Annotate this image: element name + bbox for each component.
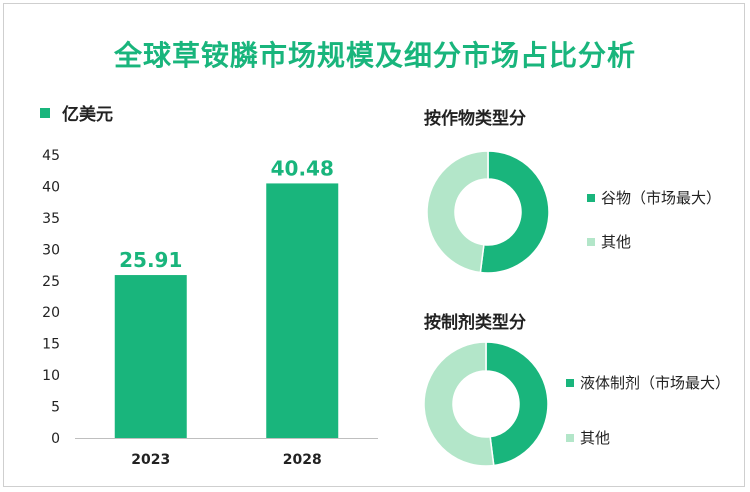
y-tick-label-0: 0 [51, 431, 60, 447]
unit-label: 亿美元 [62, 105, 113, 125]
legend-swatch-form-0 [566, 378, 574, 387]
y-tick-label-8: 40 [42, 179, 60, 195]
legend-swatch-form-1 [566, 433, 574, 442]
pie-title-crop: 按作物类型分 [424, 109, 526, 129]
y-tick-label-7: 35 [42, 211, 60, 227]
y-tick-label-5: 25 [42, 274, 60, 290]
bar-2023 [114, 275, 187, 438]
donut-formulation-slice-0 [485, 341, 549, 467]
donut-formulation-slice-1 [423, 341, 495, 467]
legend-item-crop-0: 谷物（市场最大） [587, 187, 721, 208]
page-title: 全球草铵膦市场规模及细分市场占比分析 [113, 39, 636, 72]
legend-item-crop-1: 其他 [587, 231, 631, 252]
unit-swatch [40, 107, 50, 118]
y-tick-label-3: 15 [42, 337, 60, 353]
legend-label-crop-1: 其他 [601, 233, 632, 251]
y-tick-label-9: 45 [42, 148, 60, 164]
x-tick-label-2023: 2023 [131, 452, 170, 468]
legend-item-form-1: 其他 [566, 427, 610, 448]
legend-label-crop-0: 谷物（市场最大） [601, 189, 722, 207]
legend-item-form-0: 液体制剂（市场最大） [566, 372, 730, 393]
pie-title-formulation: 按制剂类型分 [424, 313, 526, 333]
legend-swatch-crop-1 [587, 237, 595, 246]
x-tick-label-2028: 2028 [283, 452, 322, 468]
donut-crop-slice-1 [426, 150, 489, 274]
y-tick-label-2: 10 [42, 368, 60, 384]
bar-2028 [266, 183, 339, 438]
legend-swatch-crop-0 [587, 193, 595, 202]
data-label-2023: 25.91 [119, 248, 182, 272]
donut-crop-slice-0 [479, 150, 550, 274]
y-tick-label-1: 5 [51, 400, 60, 416]
legend-label-form-1: 其他 [580, 429, 611, 447]
legend-label-form-0: 液体制剂（市场最大） [580, 374, 731, 392]
unit-legend: 亿美元 [40, 100, 113, 125]
y-tick-label-6: 30 [42, 242, 60, 258]
data-label-2028: 40.48 [271, 156, 334, 180]
y-tick-label-4: 20 [42, 305, 60, 321]
